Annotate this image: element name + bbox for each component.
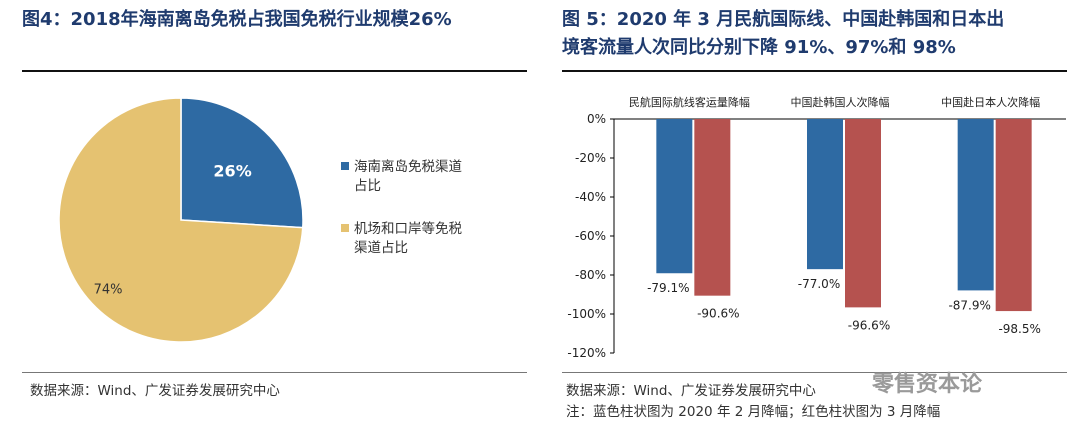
pie-slice-1 (180, 97, 304, 229)
bar-s1-c3 (957, 119, 994, 291)
y-tick-label-1: 0% (587, 112, 606, 126)
pie-slice-2 (58, 97, 304, 343)
bar-data-label-s2-c1: -90.6% (697, 307, 739, 321)
legend-swatch-1 (341, 162, 349, 170)
pie-data-label-1: 26% (213, 162, 251, 181)
y-tick-label-3: -40% (575, 190, 606, 204)
legend-label-1-1: 海南离岛免税渠道 (354, 158, 462, 175)
right-title-line-2: 境客流量人次同比分别下降 91%、97%和 98% (562, 37, 956, 58)
bar-s2-c3 (995, 119, 1032, 312)
y-tick-label-4: -60% (575, 229, 606, 243)
y-tick-label-5: -80% (575, 268, 606, 282)
bar-data-label-s1-c1: -79.1% (647, 281, 689, 295)
bar-s1-c2 (807, 119, 843, 270)
category-label-2: 中国赴韩国人次降幅 (791, 95, 890, 109)
right-source-rule (562, 372, 1067, 373)
right-title-rule (562, 70, 1067, 72)
y-tick-label-7: -120% (567, 346, 606, 360)
left-figure-title: 图4：2018年海南离岛免税占我国免税行业规模26% (22, 9, 452, 30)
bar-s2-c2 (845, 119, 881, 308)
legend-swatch-2 (341, 224, 349, 232)
bar-data-label-s1-c3: -87.9% (948, 298, 990, 312)
left-source-rule (22, 372, 527, 373)
left-source: 数据来源：Wind、广发证券发展研究中心 (30, 383, 280, 399)
bar-data-label-s1-c2: -77.0% (798, 277, 840, 291)
right-figure-title: 图 5：2020 年 3 月民航国际线、中国赴韩国和日本出 境客流量人次同比分别… (562, 6, 1067, 62)
bar-data-label-s2-c3: -98.5% (998, 322, 1040, 336)
bar-s2-c1 (694, 119, 731, 296)
watermark: 零售资本论 (872, 372, 983, 397)
right-source: 数据来源：Wind、广发证券发展研究中心 (566, 383, 816, 399)
left-title-rule (22, 70, 527, 72)
category-label-3: 中国赴日本人次降幅 (941, 95, 1040, 109)
category-label-1: 民航国际航线客运量降幅 (629, 95, 750, 109)
y-tick-label-6: -100% (567, 307, 606, 321)
right-note: 注：蓝色柱状图为 2020 年 2 月降幅；红色柱状图为 3 月降幅 (566, 404, 941, 420)
legend-label-1-2: 占比 (354, 178, 381, 194)
legend-label-2-2: 渠道占比 (354, 240, 408, 256)
bar-data-label-s2-c2: -96.6% (848, 318, 890, 332)
y-tick-label-2: -20% (575, 151, 606, 165)
pie-data-label-2: 74% (94, 282, 123, 297)
right-title-line-1: 图 5：2020 年 3 月民航国际线、中国赴韩国和日本出 (562, 9, 1005, 30)
legend-label-2-1: 机场和口岸等免税 (354, 220, 462, 237)
bar-s1-c1 (656, 119, 693, 274)
